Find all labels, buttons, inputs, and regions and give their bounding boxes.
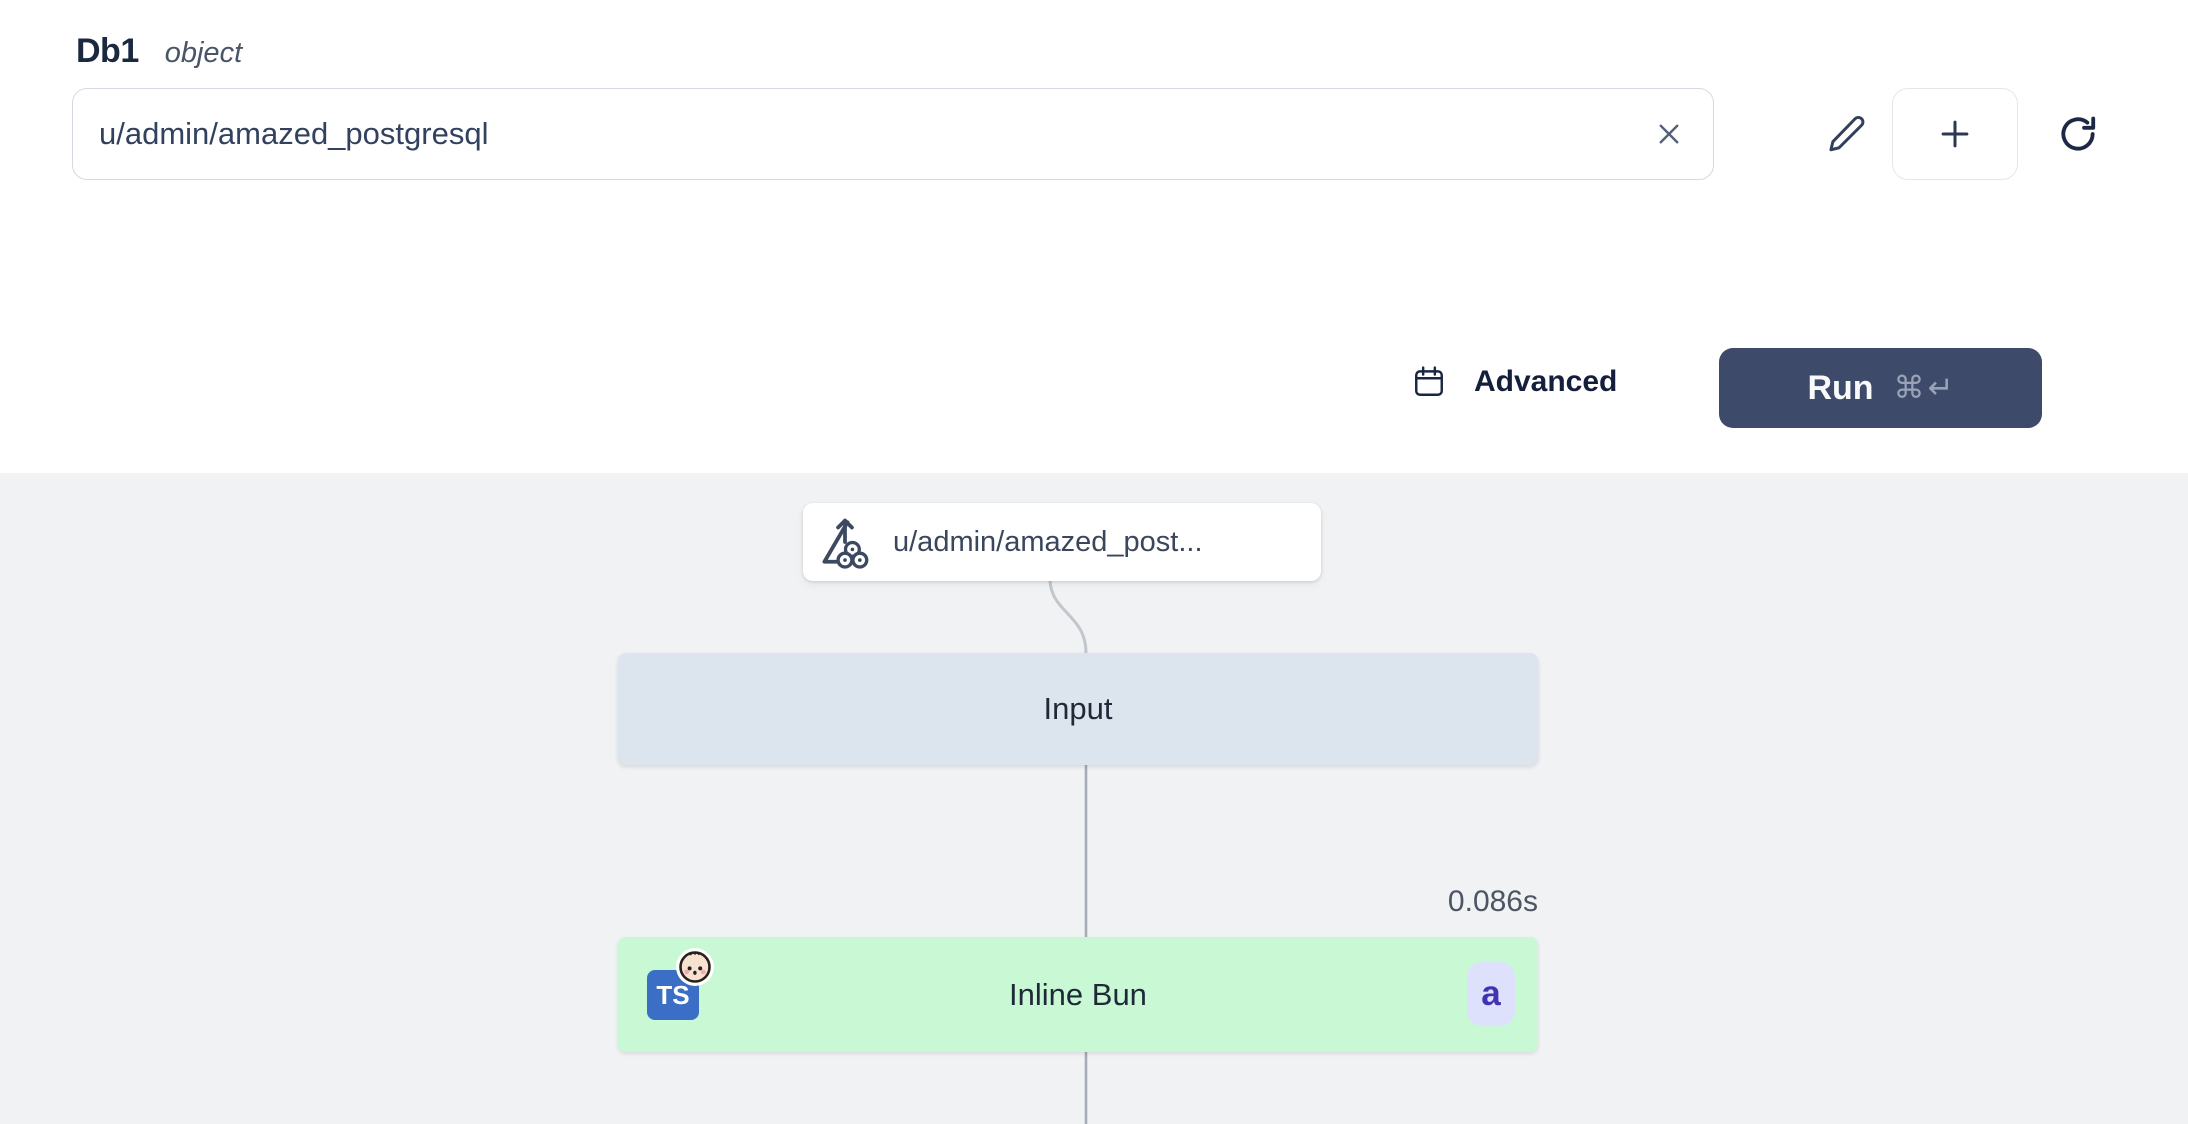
flow-edges: [1048, 580, 1088, 1124]
field-type-label: object: [164, 37, 243, 69]
step-id-badge[interactable]: a: [1467, 962, 1515, 1026]
resource-node[interactable]: u/admin/amazed_post...: [803, 503, 1321, 581]
schema-pyramid-icon: [817, 515, 873, 569]
inline-bun-node-label: Inline Bun: [1009, 976, 1147, 1012]
input-node-label: Input: [1043, 691, 1113, 726]
field-label-row: Db1 object: [76, 32, 242, 71]
inline-bun-node[interactable]: TS Inline Bun a: [618, 937, 1538, 1052]
bun-icon: [675, 947, 715, 987]
resource-node-label: u/admin/amazed_post...: [893, 525, 1203, 558]
pencil-icon: [1825, 113, 1867, 155]
refresh-icon: [2056, 112, 2100, 156]
advanced-label: Advanced: [1474, 365, 1618, 398]
typescript-icon: TS: [647, 970, 699, 1020]
close-icon: [1652, 117, 1686, 151]
resource-path-input[interactable]: [73, 116, 1639, 152]
enter-key-icon: ↵: [1927, 370, 1954, 406]
actions-row: Advanced Run ⌘ ↵: [0, 340, 2188, 436]
resource-input-row: [72, 88, 2132, 180]
advanced-button[interactable]: Advanced: [1404, 356, 1625, 408]
run-button[interactable]: Run ⌘ ↵: [1719, 348, 2042, 428]
refresh-button[interactable]: [2038, 88, 2118, 180]
header: Db1 object: [0, 0, 2188, 473]
calendar-icon: [1412, 364, 1446, 400]
run-label: Run: [1807, 368, 1874, 407]
edit-button[interactable]: [1806, 88, 1886, 180]
plus-icon: [1936, 115, 1974, 153]
flow-canvas[interactable]: u/admin/amazed_post... Input 0.086s TS: [0, 473, 2188, 1124]
input-node[interactable]: Input: [618, 653, 1538, 765]
field-name-label: Db1: [76, 32, 139, 70]
add-resource-button[interactable]: [1892, 88, 2018, 180]
run-shortcut: ⌘ ↵: [1894, 370, 1954, 406]
resource-path-field[interactable]: [72, 88, 1714, 180]
cmd-key-icon: ⌘: [1893, 370, 1925, 406]
clear-button[interactable]: [1639, 104, 1699, 164]
step-duration: 0.086s: [1447, 885, 1538, 918]
